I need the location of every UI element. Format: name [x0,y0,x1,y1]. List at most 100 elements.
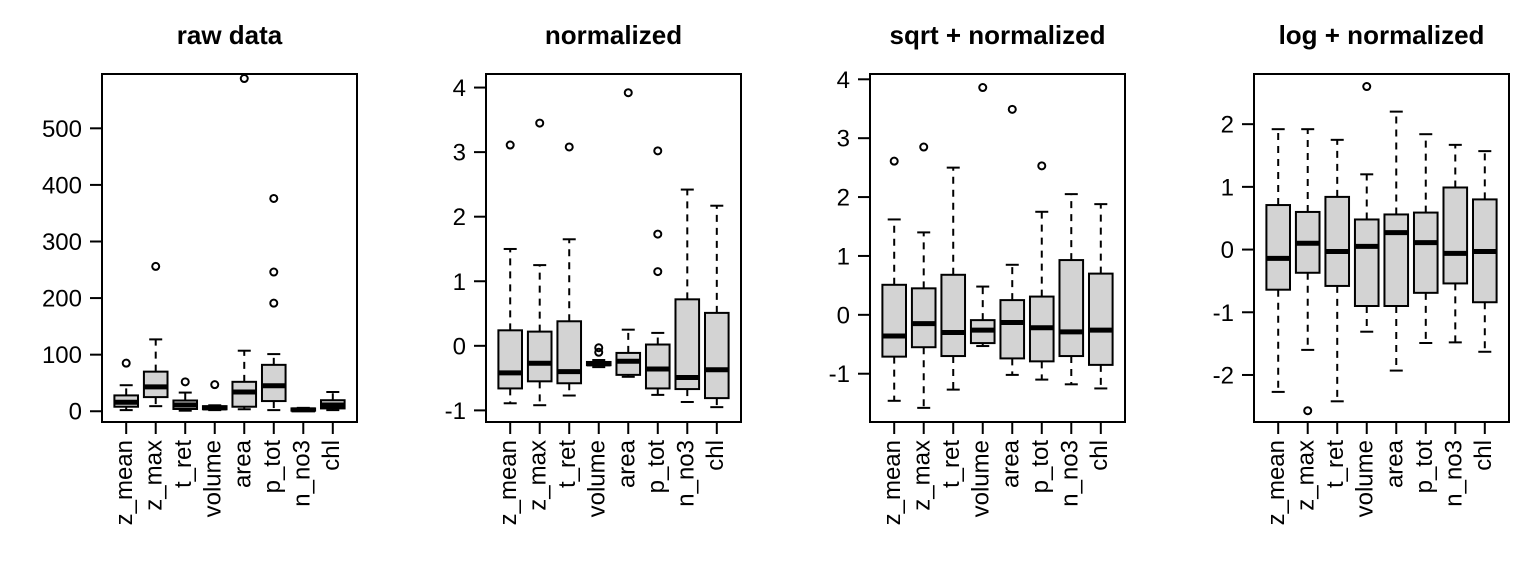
iqr-box [1442,186,1469,285]
box-volume [201,380,228,412]
outlier-point [889,156,899,166]
y-tick-label: 0 [837,302,850,329]
box-t_ret [172,377,199,412]
x-category-label: n_no3 [672,440,699,507]
iqr-box [556,320,583,385]
box-volume [969,83,996,348]
x-category-label: z_mean [111,440,138,525]
x-category-label: p_tot [1411,440,1438,494]
iqr-box [1087,272,1114,366]
y-axis: 0 100 200 300 400 500 [42,116,102,426]
y-tick-label: -1 [829,361,850,388]
y-tick-label: 100 [42,342,82,369]
x-category-label: t_ret [554,440,581,488]
x-category-label: volume [584,440,611,517]
iqr-box [1353,218,1380,308]
iqr-box [703,311,730,400]
outlier-point [269,267,279,277]
y-tick-label: -1 [445,398,466,425]
panel-sqrt-normalized: sqrt + normalized -1 0 1 2 3 4 z_mean z_max t_ret… [768,0,1152,576]
y-tick-label: 1 [837,243,850,270]
box-p_tot [260,193,287,412]
iqr-box [260,363,287,403]
x-axis: z_mean z_max t_ret volume area p_tot n_no3 chl [111,422,345,525]
y-tick-label: 400 [42,172,82,199]
iqr-box [497,329,524,390]
x-category-label: p_tot [643,440,670,494]
box-z_max [142,261,169,408]
y-tick-label: 4 [453,75,466,102]
iqr-box [1265,204,1292,291]
iqr-box [1324,195,1351,287]
x-category-label: n_no3 [288,440,315,507]
box-t_ret [556,142,583,397]
x-category-label: z_mean [495,440,522,525]
x-axis: z_mean z_max t_ret volume area p_tot n_no3 chl [495,422,729,525]
boxplot-svg: normalized -1 0 1 2 3 4 z_mean z_max t_ret volume a… [445,20,742,525]
box-t_ret [1324,138,1351,403]
y-tick-label: 2 [837,185,850,212]
x-category-label: area [229,439,256,488]
panel-title: sqrt + normalized [890,20,1106,50]
x-category-label: p_tot [259,440,286,494]
boxplot-svg: raw data 0 100 200 300 400 500 z_mean z_max t_ret… [42,20,358,525]
box-area [999,104,1026,376]
box-p_tot [644,146,671,396]
x-category-label: chl [1086,440,1113,471]
box-z_max [526,118,553,407]
y-axis: -1 0 1 2 3 4 [829,67,870,388]
x-category-label: chl [318,440,345,471]
x-axis: z_mean z_max t_ret volume area p_tot n_no3 chl [1263,422,1497,525]
iqr-box [1383,213,1410,307]
y-axis: -2 -1 0 1 2 [1213,112,1254,389]
outlier-point [564,142,574,152]
panel-title: log + normalized [1279,20,1485,50]
box-p_tot [1412,133,1439,344]
x-category-label: z_max [141,440,168,511]
box-z_mean [881,156,908,402]
y-tick-label: 300 [42,229,82,256]
box-area [615,88,642,378]
panel-title: raw data [177,20,283,50]
box-chl [319,391,346,412]
outlier-point [623,88,633,98]
box-area [231,74,258,411]
x-category-label: t_ret [938,440,965,488]
iqr-box [881,283,908,358]
box-z_max [910,142,937,409]
x-category-label: area [1381,439,1408,488]
x-category-label: z_max [909,440,936,511]
x-category-label: volume [200,440,227,517]
x-category-label: chl [1470,440,1497,471]
y-tick-label: 1 [453,269,466,296]
y-tick-label: 4 [837,67,850,94]
iqr-box [999,299,1026,360]
outlier-point [180,377,190,387]
x-category-label: z_max [1293,440,1320,511]
outlier-point [653,146,663,156]
iqr-box [615,351,642,376]
outlier-point [1362,82,1372,92]
outlier-point [919,142,929,152]
box-z_mean [113,358,140,412]
panel-title: normalized [545,20,682,50]
y-tick-label: -1 [1213,300,1234,327]
x-category-label: area [997,439,1024,488]
iqr-box [1412,211,1439,294]
outlier-point [269,193,279,203]
iqr-box [526,330,553,383]
y-tick-label: 0 [1221,237,1234,264]
box-volume [1353,82,1380,333]
box-area [1383,110,1410,372]
plot-frame [101,73,358,423]
box-z_mean [1265,128,1292,393]
y-tick-label: 500 [42,116,82,143]
outlier-point [151,261,161,271]
outlier-point [121,358,131,368]
y-tick-label: 0 [453,333,466,360]
box-z_mean [497,140,524,405]
box-n_no3 [1442,143,1469,344]
plot-frame [485,73,742,423]
y-tick-label: 0 [69,399,82,426]
